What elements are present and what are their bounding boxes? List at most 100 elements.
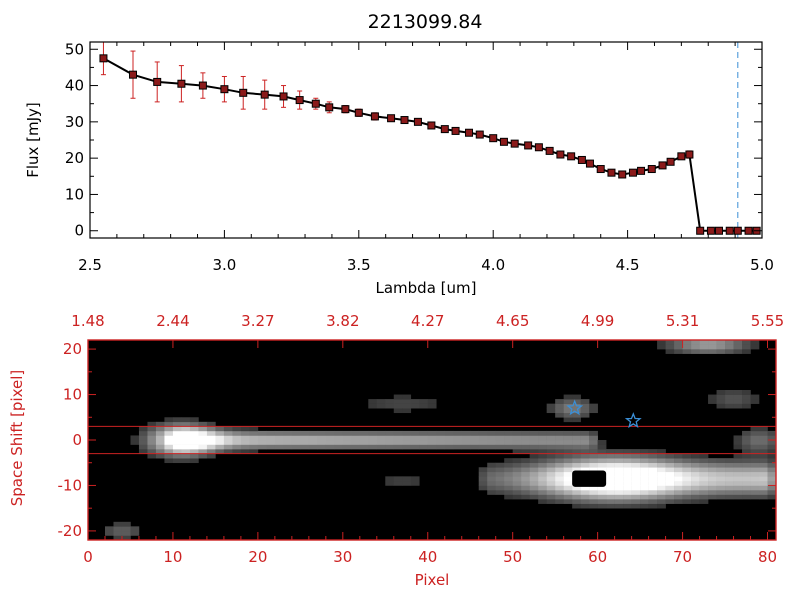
image-pixel (521, 480, 530, 486)
image-pixel (767, 485, 777, 491)
image-pixel (189, 417, 199, 423)
flux-data-point (341, 105, 350, 114)
image-pixel (461, 435, 471, 441)
image-pixel (546, 408, 556, 414)
image-pixel (181, 426, 191, 432)
image-pixel (767, 480, 777, 486)
image-pixel (572, 485, 581, 491)
image-pixel (572, 490, 581, 495)
image-pixel (512, 494, 522, 500)
image-pixel (682, 453, 692, 459)
image-pixel (283, 430, 293, 436)
image-pixel (725, 394, 734, 400)
image-pixel (402, 476, 412, 482)
image-pixel (665, 458, 675, 464)
image-pixel (181, 449, 191, 454)
image-pixel (181, 430, 191, 436)
image-pixel (172, 421, 182, 427)
image-pixel (648, 485, 658, 491)
image-pixel (708, 458, 717, 464)
x-tick-label: 70 (673, 548, 692, 566)
image-pixel (232, 430, 242, 436)
image-pixel (606, 458, 615, 464)
image-pixel (504, 480, 513, 486)
image-pixel (308, 444, 318, 450)
image-pixel (631, 480, 641, 486)
image-pixel (640, 494, 649, 500)
image-pixel (487, 476, 496, 482)
image-pixel (385, 476, 395, 482)
image-pixel (563, 453, 573, 459)
image-pixel (580, 490, 590, 495)
image-pixel (759, 476, 768, 482)
image-pixel (699, 458, 709, 464)
image-pixel (708, 476, 717, 482)
image-pixel (215, 444, 225, 450)
top-tick-label: 3.27 (241, 312, 274, 330)
image-pixel (648, 467, 658, 473)
image-pixel (402, 403, 412, 409)
image-pixel (572, 449, 581, 454)
flux-data-point (733, 226, 742, 235)
image-pixel (512, 449, 522, 454)
image-pixel (759, 458, 768, 464)
image-pixel (733, 490, 743, 495)
image-pixel (657, 503, 666, 509)
image-pixel (521, 462, 530, 468)
flux-data-point (279, 92, 288, 101)
image-pixel (733, 390, 743, 395)
flux-data-point (239, 88, 248, 97)
flux-data-point (706, 226, 715, 235)
image-pixel (393, 403, 403, 409)
image-pixel (223, 444, 233, 450)
image-pixel (580, 453, 590, 459)
image-pixel (563, 430, 573, 436)
image-pixel (419, 399, 429, 404)
image-pixel (538, 480, 547, 486)
image-pixel (589, 408, 598, 414)
image-pixel (699, 349, 709, 354)
image-pixel (674, 462, 683, 468)
image-pixel (504, 458, 513, 464)
image-pixel (614, 471, 624, 477)
image-pixel (682, 476, 692, 482)
image-pixel (487, 485, 496, 491)
image-pixel (546, 458, 556, 464)
image-pixel (538, 440, 547, 445)
image-pixel (334, 440, 344, 445)
image-pixel (300, 435, 310, 441)
image-pixel (733, 476, 743, 482)
image-pixel (614, 449, 624, 454)
image-pixel (402, 394, 412, 400)
image-pixel (589, 430, 598, 436)
image-pixel (334, 430, 344, 436)
image-pixel (623, 462, 632, 468)
image-pixel (266, 430, 276, 436)
image-pixel (691, 485, 700, 491)
image-pixel (572, 408, 581, 414)
image-pixel (538, 453, 547, 459)
image-pixel (699, 344, 709, 350)
image-pixel (147, 440, 157, 445)
image-pixel (453, 430, 463, 436)
image-pixel (674, 458, 683, 464)
image-pixel (597, 503, 607, 509)
image-pixel (181, 453, 191, 459)
image-pixel (529, 453, 539, 459)
image-pixel (147, 453, 157, 459)
image-pixel (546, 403, 556, 409)
image-pixel (198, 430, 208, 436)
image-pixel (478, 430, 488, 436)
image-pixel (725, 399, 734, 404)
image-pixel (512, 467, 522, 473)
image-pixel (104, 526, 114, 532)
image-pixel (631, 499, 641, 504)
image-pixel (708, 399, 717, 404)
image-pixel (164, 430, 174, 436)
top-tick-label: 5.55 (751, 312, 784, 330)
image-pixel (631, 485, 641, 491)
image-pixel (699, 462, 709, 468)
image-pixel (623, 503, 632, 509)
image-pixel (657, 485, 666, 491)
image-pixel (164, 426, 174, 432)
